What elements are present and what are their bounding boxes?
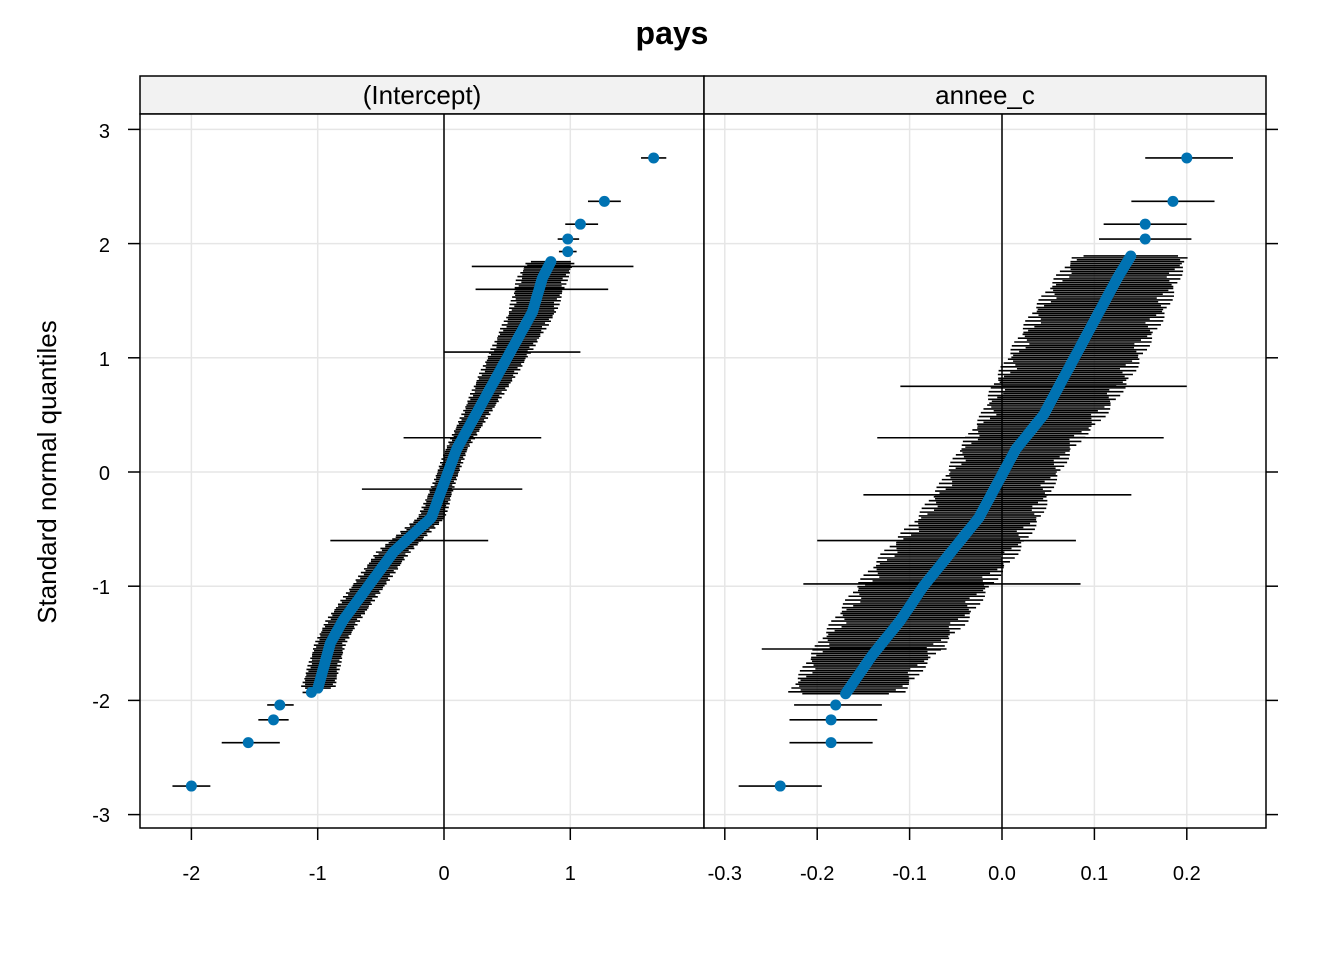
data-point	[774, 780, 786, 792]
x-tick-label: 1	[565, 863, 576, 885]
y-tick-label: 3	[99, 121, 110, 143]
data-point	[825, 714, 837, 726]
y-tick-label: 1	[99, 349, 110, 371]
data-point	[545, 256, 557, 268]
strip-annee-c	[703, 75, 1267, 115]
y-tick-label: 2	[99, 235, 110, 257]
data-point	[274, 699, 286, 711]
data-point	[562, 246, 574, 258]
chart-title: pays	[636, 15, 709, 51]
y-axis-label: Standard normal quantiles	[32, 320, 62, 624]
data-point	[242, 737, 254, 749]
data-point	[1181, 152, 1193, 164]
strip-label-annee-c: annee_c	[935, 80, 1035, 110]
data-point	[830, 699, 842, 711]
x-tick-label: 0.2	[1173, 863, 1201, 885]
panel-border	[703, 113, 1267, 829]
panel-background	[140, 114, 704, 828]
data-point	[1139, 218, 1151, 230]
x-tick-label: -0.2	[800, 863, 834, 885]
data-point	[825, 737, 837, 749]
data-point	[1125, 250, 1137, 262]
x-tick-label: -1	[309, 863, 327, 885]
y-tick-label: -1	[92, 577, 110, 599]
x-tick-label: -0.3	[708, 863, 742, 885]
data-point	[598, 195, 610, 207]
data-point	[574, 218, 586, 230]
x-tick-label: 0.0	[988, 863, 1016, 885]
x-tick-label: 0.1	[1080, 863, 1108, 885]
panel-annee-c: -0.3 -0.2 -0.1 0.0 0.1 0.2	[703, 113, 1278, 885]
panel-background	[704, 114, 1266, 828]
data-point	[1167, 195, 1179, 207]
data-point	[648, 152, 660, 164]
x-tick-label: -2	[183, 863, 201, 885]
strip-label-intercept: (Intercept)	[363, 80, 482, 110]
y-tick-label: 0	[99, 463, 110, 485]
x-tick-label: -0.1	[892, 863, 926, 885]
data-point	[1139, 233, 1151, 245]
x-tick-label: 0	[438, 863, 449, 885]
y-tick-label: -3	[92, 805, 110, 827]
strip-intercept	[139, 75, 705, 115]
panel-intercept: -2 -1 0 1	[128, 113, 705, 885]
data-point	[267, 714, 279, 726]
data-point	[185, 780, 197, 792]
data-point	[305, 686, 317, 698]
data-point	[562, 233, 574, 245]
y-tick-label: -2	[92, 691, 110, 713]
y-tick-labels: 3 2 1 0 -1 -2 -3	[92, 121, 110, 827]
